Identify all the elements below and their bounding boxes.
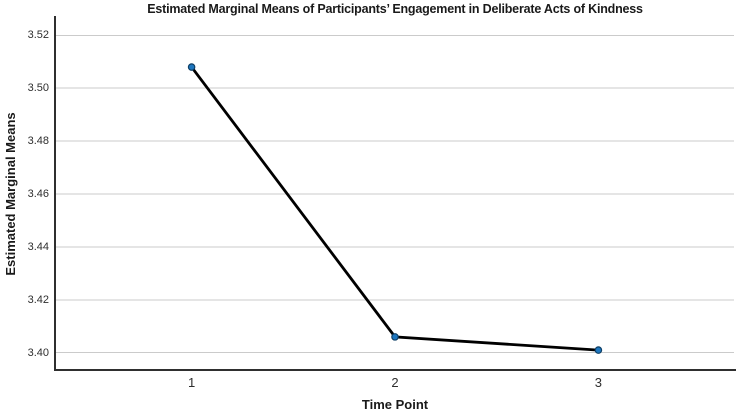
series-plot	[54, 16, 736, 371]
series-line	[190, 66, 599, 352]
x-tick-label: 1	[187, 375, 196, 390]
x-tick-label: 3	[594, 375, 602, 390]
y-tick-label: 3.40	[27, 346, 49, 359]
y-tick-label: 3.52	[27, 29, 49, 42]
y-tick-label: 3.44	[27, 240, 49, 253]
chart-title: Estimated Marginal Means of Participants…	[147, 2, 643, 16]
y-tick-label: 3.50	[27, 82, 49, 95]
x-tick-label: 2	[391, 375, 399, 390]
y-tick-label: 3.48	[27, 135, 49, 148]
y-tick-label: 3.46	[27, 188, 49, 201]
data-point-marker	[187, 63, 196, 71]
y-tick-label: 3.42	[27, 293, 49, 306]
plot-area	[54, 16, 736, 372]
data-point-marker	[391, 333, 399, 341]
data-point-marker	[594, 346, 603, 354]
x-axis-label: Time Point	[361, 397, 429, 412]
